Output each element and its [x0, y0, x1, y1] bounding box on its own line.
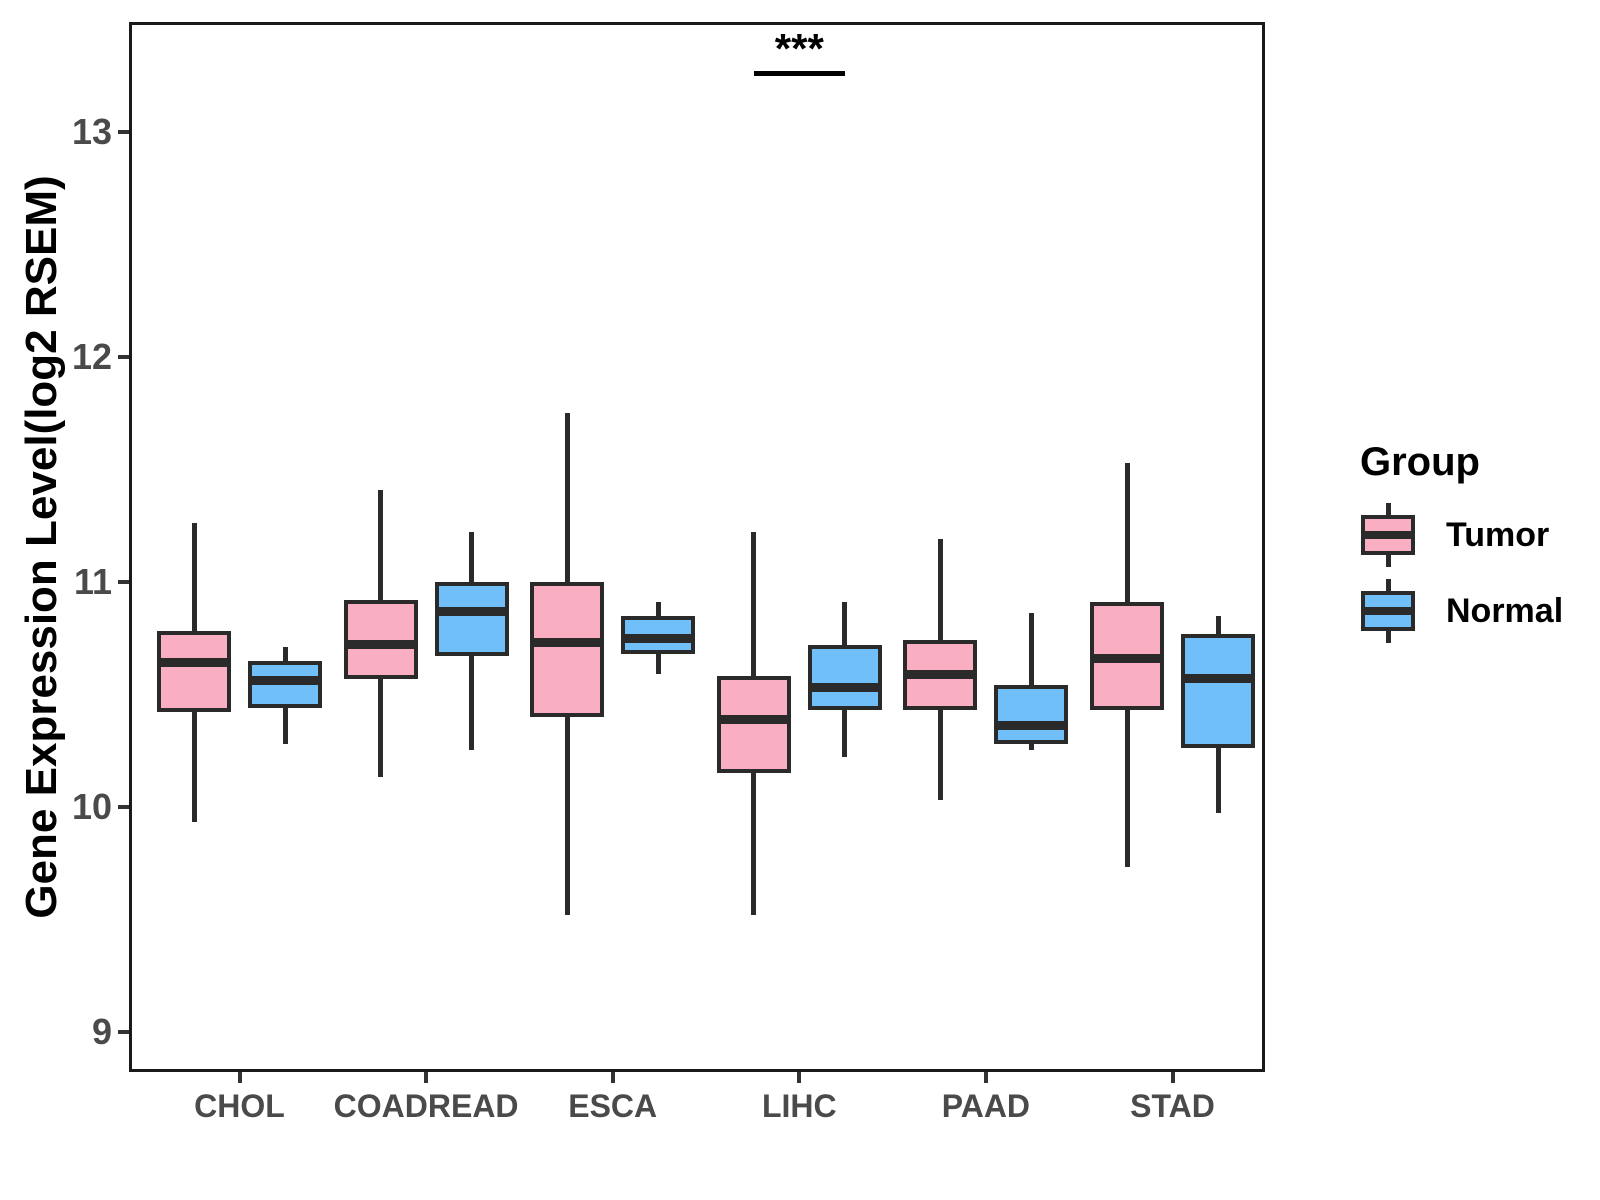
y-axis-tick-label: 9	[91, 1010, 112, 1052]
legend-label: Normal	[1446, 592, 1564, 630]
legend-label: Tumor	[1446, 516, 1550, 554]
boxplot-CHOL-Normal-median	[248, 676, 322, 686]
boxplot-LIHC-Normal-median	[807, 683, 882, 693]
y-axis-tick-label: 11	[73, 560, 112, 602]
significance-label: ***	[774, 25, 824, 72]
boxplot-ESCA-Tumor-median	[530, 638, 605, 648]
x-axis-tick	[797, 1072, 802, 1083]
y-axis-tick	[118, 579, 129, 584]
boxplot-STAD-Normal-box	[1181, 633, 1255, 749]
x-axis-tick	[983, 1072, 988, 1083]
plot-panel	[129, 22, 1265, 1072]
legend: Group Tumor Normal	[1330, 440, 1590, 655]
boxplot-PAAD-Normal-median	[994, 721, 1069, 731]
x-axis-category-label: COADREAD	[333, 1088, 519, 1124]
boxplot-CHOL-Tumor-median	[157, 658, 231, 668]
legend-items: Tumor Normal	[1330, 503, 1590, 643]
boxplot-COADREAD-Tumor-box	[343, 599, 418, 679]
boxplot-LIHC-Tumor-box	[716, 676, 791, 773]
boxplot-ESCA-Tumor-box	[530, 581, 605, 717]
y-axis-tick-label: 13	[71, 111, 112, 153]
legend-boxplot-glyph	[1360, 503, 1416, 567]
boxplot-PAAD-Normal-whisker	[1028, 613, 1034, 751]
boxplot-COADREAD-Normal-median	[434, 606, 509, 616]
boxplot-STAD-Tumor-median	[1090, 653, 1164, 663]
legend-item-tumor: Tumor	[1360, 503, 1590, 567]
boxplot-LIHC-Normal-box	[807, 644, 882, 710]
boxplot-PAAD-Tumor-median	[903, 669, 978, 679]
x-axis-category-label: LIHC	[761, 1088, 837, 1124]
x-axis-category-label: ESCA	[568, 1088, 658, 1124]
legend-item-normal: Normal	[1360, 579, 1590, 643]
x-axis-tick	[237, 1072, 242, 1083]
legend-boxplot-glyph	[1360, 579, 1416, 643]
x-axis-category-label: PAAD	[941, 1088, 1031, 1124]
y-axis-tick	[118, 804, 129, 809]
legend-title: Group	[1360, 440, 1480, 484]
boxplot-LIHC-Tumor-median	[716, 714, 791, 724]
significance-line	[753, 71, 845, 76]
y-axis-tick	[118, 1029, 129, 1034]
boxplot-STAD-Normal-median	[1181, 674, 1255, 684]
y-axis-tick-label: 10	[71, 785, 112, 827]
boxplot-PAAD-Normal-box	[994, 685, 1069, 744]
x-axis-category-label: CHOL	[194, 1088, 285, 1124]
boxplot-COADREAD-Normal-box	[434, 581, 509, 657]
y-axis-tick	[118, 355, 129, 359]
x-axis-category-label: STAD	[1130, 1088, 1215, 1124]
boxplot-ESCA-Normal-median	[621, 633, 696, 643]
x-axis-tick	[1170, 1072, 1175, 1083]
x-axis-tick	[610, 1072, 615, 1083]
x-axis-tick	[424, 1072, 429, 1083]
legend-glyph-median	[1361, 607, 1415, 615]
y-axis-tick	[118, 130, 129, 135]
y-axis-tick-label: 12	[71, 336, 112, 377]
boxplot-COADREAD-Tumor-median	[343, 640, 418, 650]
legend-glyph-median	[1361, 531, 1415, 539]
boxplot-CHOL-Tumor-box	[157, 631, 231, 713]
